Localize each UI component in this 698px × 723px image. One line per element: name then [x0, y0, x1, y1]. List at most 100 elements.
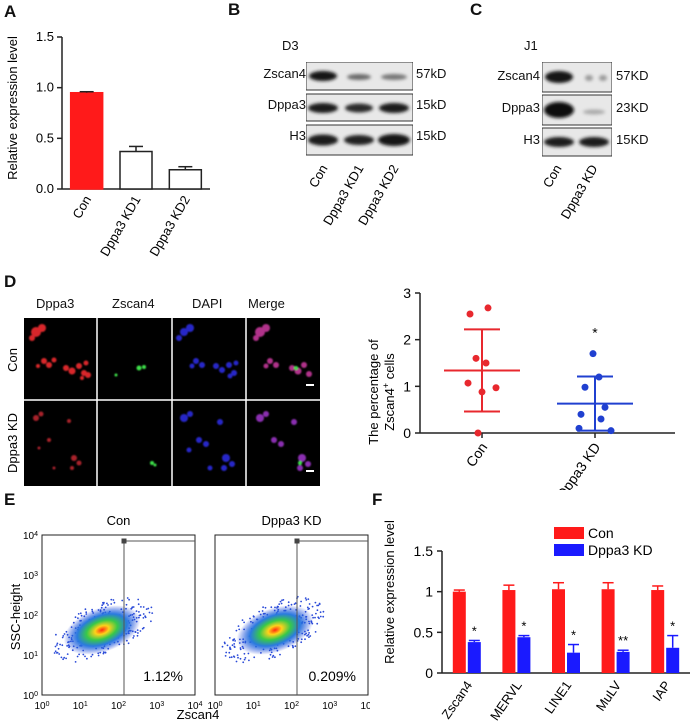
- flow-event-dot: [307, 633, 310, 636]
- flow-event-dot: [319, 611, 322, 614]
- flow-event-dot: [230, 656, 233, 659]
- flow-y-tick-label: 102: [23, 611, 38, 623]
- flow-event-dot: [316, 604, 318, 607]
- flow-event-dot: [142, 617, 145, 619]
- chart-f-category-label: LINE1: [541, 678, 574, 716]
- flow-x-tick-label: 102: [111, 701, 126, 713]
- blot-c-band: [544, 137, 574, 147]
- flow-event-dot: [103, 601, 105, 604]
- flow-event-dot: [228, 651, 231, 654]
- blot-c-size-zscan4: 57KD: [616, 68, 649, 83]
- flow-event-dot: [126, 597, 129, 599]
- flow-event-dot: [90, 655, 93, 658]
- flow-event-dot: [294, 645, 297, 648]
- flow-event-dot: [106, 602, 108, 605]
- flow-event-dot: [279, 600, 282, 603]
- chart-d-tick-label: 2: [403, 332, 411, 348]
- flow-event-dot: [74, 661, 77, 663]
- chart-f-relative-expression: Relative expression level 0 0.5 1 1.5 * Zscan…: [382, 520, 690, 723]
- chart-f-bar: [601, 589, 615, 673]
- flow-event-dot: [127, 642, 130, 645]
- flow-event-dot: [235, 660, 238, 663]
- flow-event-dot: [237, 656, 239, 659]
- flow-event-dot: [290, 603, 293, 606]
- blot-b-lane-labels: Con Dppa3 KD1 Dppa3 KD2: [306, 162, 402, 228]
- flow-event-dot: [268, 657, 271, 660]
- chart-f-significance: *: [472, 623, 477, 638]
- chart-f-tick-label: 1.5: [414, 543, 434, 559]
- chart-f-bar: [502, 590, 516, 673]
- flow-event-dot: [304, 638, 306, 641]
- flow-event-dot: [229, 648, 232, 650]
- flow-event-dot: [102, 652, 105, 655]
- chart-f-significance: *: [571, 628, 576, 643]
- flow-event-dot: [132, 637, 135, 639]
- blot-c-label-zscan4: Zscan4: [497, 68, 540, 83]
- blot-b-band: [345, 103, 373, 113]
- flow-event-dot: [248, 659, 250, 662]
- micrograph-col-dppa3: Dppa3: [36, 296, 75, 311]
- chart-d-point: [466, 310, 474, 318]
- chart-f-significance: **: [618, 633, 628, 648]
- flow-event-dot: [79, 612, 82, 615]
- flow-gate-handle: [294, 538, 300, 544]
- flow-event-dot: [262, 606, 264, 609]
- flow-event-dot: [294, 602, 297, 605]
- blot-b-band: [309, 71, 337, 81]
- blot-b-band: [347, 74, 371, 80]
- chart-a-tick-label: 0.0: [36, 181, 54, 196]
- chart-f-legend-label: Dppa3 KD: [588, 542, 653, 558]
- flow-event-dot: [113, 601, 116, 604]
- panel-label-a: A: [4, 2, 17, 21]
- flow-x-tick-label: 101: [73, 701, 88, 713]
- blot-c-lane-kd: Dppa3 KD: [558, 162, 601, 221]
- blot-b-band: [381, 74, 407, 80]
- flow-event-dot: [224, 655, 227, 657]
- micrograph-col-zscan4: Zscan4: [112, 296, 155, 311]
- blot-c-size-dppa3: 23KD: [616, 100, 649, 115]
- blot-c-size-labels: 57KD 23KD 15KD: [616, 64, 676, 164]
- chart-a-category-label: Dppa3 KD1: [97, 193, 144, 259]
- chart-f-category-label: MERVL: [487, 678, 525, 723]
- chart-d-tick-label: 1: [403, 378, 411, 394]
- blot-c-image: [542, 62, 612, 157]
- flow-event-dot: [58, 653, 61, 655]
- chart-f-significance: *: [670, 619, 675, 634]
- flow-event-dot: [316, 609, 319, 612]
- flow-event-dot: [300, 641, 303, 644]
- chart-d-significance: *: [592, 324, 598, 340]
- blot-b-band: [378, 134, 410, 146]
- flow-event-dot: [97, 654, 100, 657]
- blot-c-size-h3: 15KD: [616, 132, 649, 147]
- flow-event-dot: [316, 622, 319, 625]
- flow-event-dot: [305, 599, 308, 601]
- chart-f-category-label: IAP: [649, 678, 673, 704]
- flow-x-tick-label: 100: [207, 701, 222, 713]
- chart-f-bar: [467, 642, 481, 673]
- flow-event-dot: [60, 656, 63, 659]
- chart-a-tick-label: 1.0: [36, 80, 54, 95]
- flow-event-dot: [84, 608, 87, 611]
- flow-event-dot: [74, 616, 77, 619]
- flow-event-dot: [233, 656, 236, 658]
- blot-b-size-labels: 57kD 15kD 15kD: [416, 64, 476, 164]
- flow-event-dot: [57, 647, 60, 650]
- flow-event-dot: [148, 611, 151, 614]
- flow-event-dot: [223, 641, 226, 644]
- micrograph-col-merge: Merge: [248, 296, 285, 311]
- chart-f-bar: [452, 591, 466, 673]
- flow-event-dot: [85, 611, 88, 614]
- chart-d-ylabel-line2: Zscan4+ cells: [381, 353, 397, 431]
- flow-event-dot: [243, 658, 246, 661]
- panel-label-d: D: [4, 272, 17, 291]
- flow-event-dot: [56, 644, 58, 646]
- flow-event-dot: [315, 612, 317, 615]
- flow-event-dot: [226, 644, 229, 647]
- flow-event-dot: [147, 607, 150, 610]
- flow-event-dot: [66, 653, 69, 655]
- flow-event-dot: [308, 603, 311, 605]
- flow-event-dot: [311, 605, 314, 608]
- flow-event-dot: [282, 599, 285, 601]
- flow-x-tick-label: 103: [149, 701, 164, 713]
- chart-d-point: [474, 429, 482, 437]
